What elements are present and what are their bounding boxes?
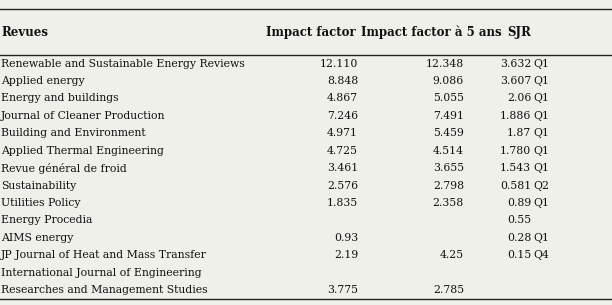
Text: 3.607: 3.607 (500, 76, 531, 86)
Text: 4.867: 4.867 (327, 93, 358, 103)
Text: 3.775: 3.775 (327, 285, 358, 295)
Text: 0.28: 0.28 (507, 233, 531, 243)
Text: Impact factor: Impact factor (266, 26, 356, 38)
Text: AIMS energy: AIMS energy (1, 233, 73, 243)
Text: Q2: Q2 (534, 181, 550, 191)
Text: 7.246: 7.246 (327, 111, 358, 121)
Text: 3.655: 3.655 (433, 163, 464, 173)
Text: Energy Procedia: Energy Procedia (1, 215, 92, 225)
Text: 1.87: 1.87 (507, 128, 531, 138)
Text: Q1: Q1 (534, 59, 550, 69)
Text: 12.110: 12.110 (319, 59, 358, 69)
Text: 4.725: 4.725 (327, 146, 358, 156)
Text: 7.491: 7.491 (433, 111, 464, 121)
Text: 2.576: 2.576 (327, 181, 358, 191)
Text: 4.25: 4.25 (440, 250, 464, 260)
Text: Q1: Q1 (534, 128, 550, 138)
Text: International Journal of Engineering: International Journal of Engineering (1, 268, 202, 278)
Text: Q1: Q1 (534, 163, 550, 173)
Text: Revues: Revues (1, 26, 48, 38)
Text: 0.93: 0.93 (334, 233, 358, 243)
Text: 0.55: 0.55 (507, 215, 531, 225)
Text: 2.798: 2.798 (433, 181, 464, 191)
Text: 0.581: 0.581 (500, 181, 531, 191)
Text: Revue général de froid: Revue général de froid (1, 163, 127, 174)
Text: Q1: Q1 (534, 76, 550, 86)
Text: Applied energy: Applied energy (1, 76, 85, 86)
Text: 9.086: 9.086 (433, 76, 464, 86)
Text: Building and Environment: Building and Environment (1, 128, 146, 138)
Text: 1.886: 1.886 (500, 111, 531, 121)
Text: 0.89: 0.89 (507, 198, 531, 208)
Text: 8.848: 8.848 (327, 76, 358, 86)
Text: 2.19: 2.19 (334, 250, 358, 260)
Text: 4.514: 4.514 (433, 146, 464, 156)
Text: 0.15: 0.15 (507, 250, 531, 260)
Text: 3.461: 3.461 (327, 163, 358, 173)
Text: Journal of Cleaner Production: Journal of Cleaner Production (1, 111, 166, 121)
Text: Researches and Management Studies: Researches and Management Studies (1, 285, 208, 295)
Text: Utilities Policy: Utilities Policy (1, 198, 81, 208)
Text: 2.358: 2.358 (433, 198, 464, 208)
Text: Impact factor à 5 ans: Impact factor à 5 ans (361, 25, 502, 39)
Text: 3.632: 3.632 (500, 59, 531, 69)
Text: JP Journal of Heat and Mass Transfer: JP Journal of Heat and Mass Transfer (1, 250, 207, 260)
Text: Q1: Q1 (534, 146, 550, 156)
Text: Q1: Q1 (534, 111, 550, 121)
Text: Energy and buildings: Energy and buildings (1, 93, 119, 103)
Text: 2.785: 2.785 (433, 285, 464, 295)
Text: Renewable and Sustainable Energy Reviews: Renewable and Sustainable Energy Reviews (1, 59, 245, 69)
Text: 1.543: 1.543 (500, 163, 531, 173)
Text: 5.055: 5.055 (433, 93, 464, 103)
Text: 4.971: 4.971 (327, 128, 358, 138)
Text: Sustainability: Sustainability (1, 181, 76, 191)
Text: 1.835: 1.835 (327, 198, 358, 208)
Text: Applied Thermal Engineering: Applied Thermal Engineering (1, 146, 164, 156)
Text: Q1: Q1 (534, 93, 550, 103)
Text: SJR: SJR (507, 26, 531, 38)
Text: 12.348: 12.348 (426, 59, 464, 69)
Text: 5.459: 5.459 (433, 128, 464, 138)
Text: Q1: Q1 (534, 233, 550, 243)
Text: 2.06: 2.06 (507, 93, 531, 103)
Text: 1.780: 1.780 (500, 146, 531, 156)
Text: Q4: Q4 (534, 250, 550, 260)
Text: Q1: Q1 (534, 198, 550, 208)
